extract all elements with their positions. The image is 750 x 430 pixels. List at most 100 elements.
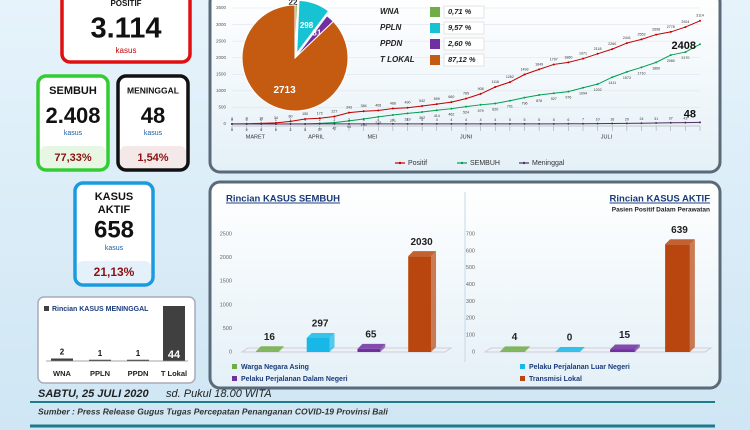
data-label: 297 — [312, 319, 329, 330]
data-label: 2080 — [667, 59, 675, 63]
y-tick-label: 2000 — [220, 255, 232, 261]
line-point — [684, 26, 687, 29]
chart-box — [37, 296, 196, 384]
bar — [610, 349, 635, 352]
legend-label: T LOKAL — [380, 55, 415, 64]
line-point — [377, 115, 380, 118]
line-point — [377, 122, 380, 125]
bar — [500, 351, 525, 352]
data-label: 93 — [347, 125, 351, 129]
line-point — [333, 115, 336, 118]
line-point — [669, 54, 672, 57]
y-tick-label: 500 — [466, 265, 475, 271]
line-point — [494, 122, 497, 125]
data-label: 172 — [317, 111, 323, 115]
line-point — [362, 118, 365, 121]
line-point — [699, 121, 701, 124]
y-tick-label: 1000 — [220, 302, 232, 308]
line-point — [479, 92, 482, 95]
data-label: 2118 — [594, 47, 602, 51]
line-point — [699, 19, 701, 22]
data-label: 4 — [480, 118, 482, 122]
bar-side — [431, 251, 437, 352]
data-label: 1860 — [564, 55, 572, 59]
data-label: 4 — [465, 118, 467, 122]
bar-side — [278, 346, 284, 352]
line-point — [362, 122, 365, 125]
x-group-label: JUNI — [460, 134, 473, 140]
data-label: 5 — [553, 118, 555, 122]
pie-label: 298 — [300, 21, 314, 30]
bar — [89, 359, 111, 361]
card-value: 658 — [94, 216, 134, 243]
line-point — [567, 61, 570, 64]
card-band — [40, 146, 106, 168]
y-tick-label: 3000 — [216, 22, 227, 27]
legend-marker — [460, 161, 464, 165]
card — [60, 0, 192, 64]
legend-label: Pelaku Perjalanan Dalam Negeri — [241, 376, 348, 383]
line-point — [406, 106, 409, 109]
data-label: 876 — [536, 99, 542, 103]
data-label: 16 — [610, 117, 614, 121]
line-point — [640, 122, 643, 125]
y-tick-label: 1500 — [220, 279, 232, 285]
data-label: 150 — [361, 123, 367, 127]
line-point — [435, 103, 438, 106]
legend-label: Positif — [408, 160, 427, 167]
data-label: 2 — [319, 118, 321, 122]
data-label: 2698 — [652, 28, 660, 32]
data-label: 16 — [264, 332, 276, 343]
line-point — [318, 122, 321, 125]
y-tick-label: 200 — [466, 316, 475, 322]
line-point — [318, 117, 321, 120]
data-label: 271 — [390, 119, 396, 123]
line-point — [465, 97, 467, 100]
bar — [255, 351, 279, 352]
legend-swatch — [232, 364, 237, 369]
bar-side — [329, 332, 335, 352]
bar — [357, 348, 381, 352]
legend-percent: 0,71 % — [448, 7, 472, 16]
legend-box — [443, 5, 485, 19]
line-point — [523, 122, 526, 125]
bar-top — [357, 343, 386, 349]
data-label: 150 — [302, 112, 308, 116]
card-unit: kasus — [64, 130, 83, 137]
legend-swatch — [430, 55, 440, 65]
legend-swatch — [430, 39, 440, 49]
line-point — [421, 111, 424, 114]
chart-subtitle: Pasien Positif Dalam Perawatan — [612, 207, 710, 214]
data-label: 1 — [304, 118, 306, 122]
chart-title: Rincian KASUS AKTIF — [610, 194, 711, 205]
legend-percent: 9,57 % — [448, 23, 472, 32]
card-percent: 21,13% — [94, 265, 135, 279]
data-label: 48 — [684, 108, 696, 120]
line-point — [406, 122, 409, 125]
data-label: 1262 — [506, 75, 514, 79]
data-label: 31 — [654, 117, 658, 121]
line-point — [479, 103, 482, 106]
data-label: 37 — [669, 117, 673, 121]
pie-label: 22 — [289, 0, 298, 7]
bar-top — [610, 344, 640, 350]
data-label: 384 — [361, 104, 367, 108]
legend-swatch — [430, 23, 440, 33]
line-point — [582, 57, 584, 60]
y-tick-label: 500 — [218, 105, 226, 110]
bar-side — [380, 343, 386, 352]
card-band — [77, 261, 151, 283]
line-point — [523, 96, 526, 99]
line-point — [552, 92, 555, 95]
data-label: 3 — [363, 118, 365, 122]
data-label: 15 — [619, 330, 631, 341]
pie-label: 81 — [312, 29, 321, 38]
legend-label: WNA — [380, 7, 399, 16]
line-point — [684, 51, 687, 54]
data-label: 1573 — [623, 76, 631, 80]
y-tick-label: 400 — [466, 282, 475, 288]
card-value: 48 — [141, 103, 165, 128]
x-group-label: APRIL — [308, 134, 324, 140]
data-label: 4 — [512, 332, 518, 343]
data-label: 5 — [509, 118, 511, 122]
